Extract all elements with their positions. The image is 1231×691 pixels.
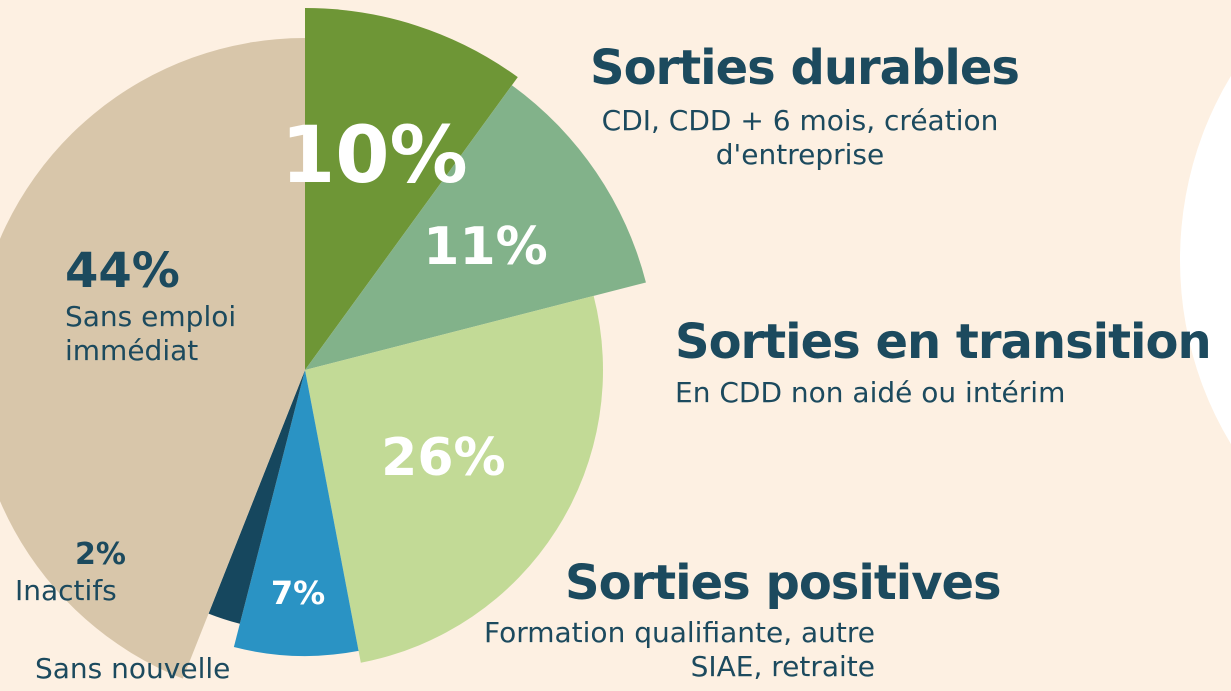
slice-description: En CDD non aidé ou intérim xyxy=(675,376,1066,409)
slice-description: Formation qualifiante, autre SIAE, retra… xyxy=(483,616,875,683)
value-label: 2% xyxy=(75,537,126,572)
slice-name: Sans emploi immédiat xyxy=(65,300,237,367)
pie-slice xyxy=(305,85,646,371)
slice-description: CDI, CDD + 6 mois, création d'entreprise xyxy=(601,104,999,171)
pie-slice xyxy=(233,370,359,656)
slice-name: Inactifs xyxy=(15,574,117,607)
slice-name: Sorties positives xyxy=(565,555,1002,611)
value-label: 44% xyxy=(65,243,180,299)
slice-name: Sorties en transition xyxy=(675,314,1212,370)
slice-name: Sorties durables xyxy=(590,40,1020,96)
value-label: 7% xyxy=(270,573,326,612)
slice-name: Sans nouvelle xyxy=(35,652,231,685)
pie-slice xyxy=(305,8,518,370)
value-label: 26% xyxy=(381,427,506,488)
pie-slice xyxy=(208,370,305,624)
value-label: 10% xyxy=(280,110,468,201)
decor-circle xyxy=(1180,76,1231,444)
pie-slice xyxy=(0,38,305,679)
pie-slice xyxy=(305,295,604,663)
value-label: 11% xyxy=(423,217,548,278)
